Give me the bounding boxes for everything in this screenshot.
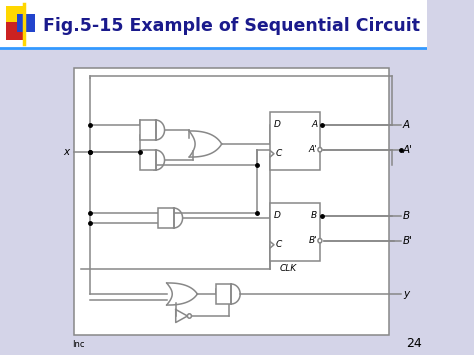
Text: Fig.5-15 Example of Sequential Circuit: Fig.5-15 Example of Sequential Circuit (43, 17, 420, 35)
Bar (6, 22, 24, 40)
Bar (270, 112, 320, 170)
Text: B': B' (403, 236, 413, 246)
Text: A': A' (403, 145, 413, 155)
Circle shape (187, 314, 191, 318)
Text: x: x (63, 147, 69, 157)
Text: y: y (403, 289, 409, 299)
Text: C: C (276, 149, 282, 158)
Text: Inc: Inc (72, 340, 84, 349)
Text: CLK: CLK (279, 264, 296, 273)
Bar (216, 284, 231, 304)
Text: B: B (311, 211, 317, 220)
Bar (270, 203, 320, 261)
Text: D: D (274, 120, 281, 129)
Text: B': B' (309, 236, 317, 245)
Bar (0, 0, 427, 48)
Text: A: A (311, 120, 317, 129)
Bar (140, 120, 155, 140)
Bar (6, 6, 24, 24)
Bar (74, 68, 389, 335)
Circle shape (318, 239, 322, 243)
Circle shape (318, 147, 322, 152)
Bar (158, 208, 173, 228)
Bar (17, 14, 35, 32)
Text: D: D (274, 211, 281, 220)
Bar (140, 150, 155, 170)
Text: B: B (403, 211, 410, 221)
Text: C: C (276, 240, 282, 249)
Text: A': A' (309, 145, 317, 154)
Text: 24: 24 (406, 337, 422, 350)
Text: A: A (403, 120, 410, 130)
